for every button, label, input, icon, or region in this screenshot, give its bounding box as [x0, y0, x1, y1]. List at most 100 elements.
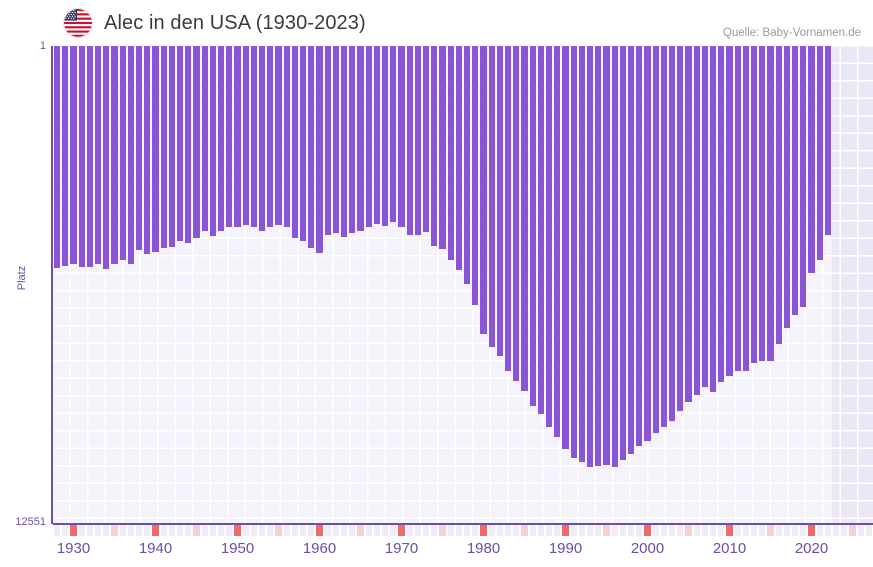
x-tick-cell-1956 — [283, 525, 290, 536]
bar-1978[interactable] — [464, 46, 471, 285]
bar-1993[interactable] — [587, 46, 594, 467]
bar-1958[interactable] — [300, 46, 307, 242]
bar-1983[interactable] — [505, 46, 512, 372]
bar-1949[interactable] — [226, 46, 233, 227]
bar-2016[interactable] — [775, 46, 782, 344]
bar-1963[interactable] — [341, 46, 348, 237]
x-tick-cell-1974 — [431, 525, 438, 536]
bar-1939[interactable] — [144, 46, 151, 255]
bar-1948[interactable] — [218, 46, 225, 231]
bar-1962[interactable] — [332, 46, 339, 233]
bar-2018[interactable] — [792, 46, 799, 316]
bar-1974[interactable] — [431, 46, 438, 246]
bar-2014[interactable] — [759, 46, 766, 361]
bar-1992[interactable] — [578, 46, 585, 462]
bar-1955[interactable] — [275, 46, 282, 225]
bar-1953[interactable] — [259, 46, 266, 231]
bar-1982[interactable] — [496, 46, 503, 357]
bar-1935[interactable] — [111, 46, 118, 264]
bar-1961[interactable] — [324, 46, 331, 235]
bar-1930[interactable] — [70, 46, 77, 264]
bar-1956[interactable] — [283, 46, 290, 228]
bar-1944[interactable] — [185, 46, 192, 243]
bar-1979[interactable] — [472, 46, 479, 305]
bar-2008[interactable] — [710, 46, 717, 393]
bar-2005[interactable] — [685, 46, 692, 403]
bar-1936[interactable] — [119, 46, 126, 260]
bar-2011[interactable] — [734, 46, 741, 372]
bar-1954[interactable] — [267, 46, 274, 228]
bar-1929[interactable] — [62, 46, 69, 267]
bar-1984[interactable] — [513, 46, 520, 381]
bar-1994[interactable] — [595, 46, 602, 467]
bar-1951[interactable] — [242, 46, 249, 225]
bar-2009[interactable] — [718, 46, 725, 383]
bar-1989[interactable] — [554, 46, 561, 438]
bar-1960[interactable] — [316, 46, 323, 254]
bar-1997[interactable] — [619, 46, 626, 461]
bar-1959[interactable] — [308, 46, 315, 248]
bar-2003[interactable] — [669, 46, 676, 422]
bar-1957[interactable] — [291, 46, 298, 238]
bar-1947[interactable] — [209, 46, 216, 236]
bar-1996[interactable] — [611, 46, 618, 467]
bar-2022[interactable] — [824, 46, 831, 235]
bar-2002[interactable] — [660, 46, 667, 427]
bar-1975[interactable] — [439, 46, 446, 250]
bar-1986[interactable] — [529, 46, 536, 406]
bar-1965[interactable] — [357, 46, 364, 231]
bar-1970[interactable] — [398, 46, 405, 227]
bar-1968[interactable] — [382, 46, 389, 226]
bar-1998[interactable] — [628, 46, 635, 454]
bar-1932[interactable] — [86, 46, 93, 267]
bar-2012[interactable] — [742, 46, 749, 372]
x-tick-cell-1938 — [136, 525, 143, 536]
bar-2007[interactable] — [701, 46, 708, 387]
bar-1964[interactable] — [349, 46, 356, 233]
bar-1952[interactable] — [250, 46, 257, 227]
bar-2020[interactable] — [808, 46, 815, 274]
bar-1940[interactable] — [152, 46, 159, 253]
bar-1991[interactable] — [570, 46, 577, 458]
bar-1966[interactable] — [365, 46, 372, 227]
bar-1972[interactable] — [414, 46, 421, 235]
bar-1971[interactable] — [406, 46, 413, 235]
bar-2001[interactable] — [652, 46, 659, 433]
bar-2017[interactable] — [783, 46, 790, 328]
bar-1934[interactable] — [103, 46, 110, 269]
bar-2010[interactable] — [726, 46, 733, 376]
bar-1938[interactable] — [136, 46, 143, 251]
bar-1977[interactable] — [455, 46, 462, 271]
bar-1942[interactable] — [168, 46, 175, 248]
bar-1990[interactable] — [562, 46, 569, 450]
bar-1943[interactable] — [177, 46, 184, 242]
x-tick-cell-1952 — [250, 525, 257, 536]
bar-1995[interactable] — [603, 46, 610, 466]
bar-1980[interactable] — [480, 46, 487, 335]
bar-2021[interactable] — [816, 46, 823, 260]
bar-1931[interactable] — [78, 46, 85, 267]
bar-2004[interactable] — [677, 46, 684, 412]
bar-1946[interactable] — [201, 46, 208, 231]
bar-1987[interactable] — [537, 46, 544, 414]
bar-2019[interactable] — [800, 46, 807, 307]
bar-1985[interactable] — [521, 46, 528, 392]
bar-1945[interactable] — [193, 46, 200, 238]
bar-2013[interactable] — [751, 46, 758, 363]
bar-1928[interactable] — [54, 46, 61, 268]
bar-1981[interactable] — [488, 46, 495, 347]
bar-1973[interactable] — [423, 46, 430, 233]
bar-2006[interactable] — [693, 46, 700, 395]
bar-1969[interactable] — [390, 46, 397, 222]
bar-1950[interactable] — [234, 46, 241, 228]
bar-1941[interactable] — [160, 46, 167, 248]
bar-1976[interactable] — [447, 46, 454, 260]
bar-1999[interactable] — [636, 46, 643, 446]
bar-2000[interactable] — [644, 46, 651, 441]
bar-1967[interactable] — [373, 46, 380, 224]
bar-2015[interactable] — [767, 46, 774, 361]
bar-1988[interactable] — [546, 46, 553, 428]
bar-1933[interactable] — [95, 46, 102, 264]
x-tick-cell-1933 — [95, 525, 102, 536]
bar-1937[interactable] — [127, 46, 134, 264]
